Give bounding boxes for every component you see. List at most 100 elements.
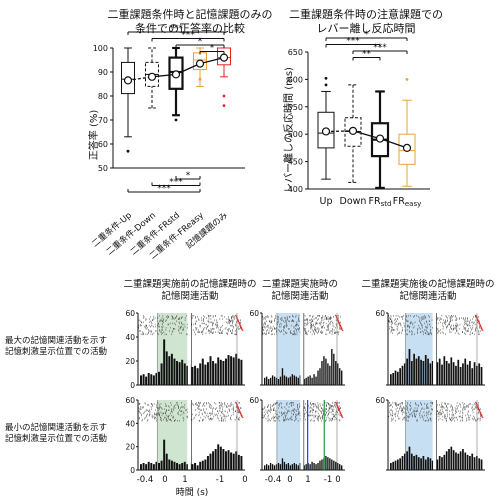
psth-bar [240,456,243,470]
psth-bar [319,460,321,470]
psth-bar [277,379,280,385]
x-tick-label: 0 [335,475,340,485]
psth-bar [155,461,158,470]
epoch-gap [300,313,304,385]
raster-red-tick [336,406,340,409]
raster-red-tick [474,314,478,317]
raster-red-tick [340,415,344,419]
psth-bar [140,375,142,385]
psth-bar [394,460,397,470]
mean-marker [375,134,385,143]
psth-bar [178,464,181,470]
psth-bar [401,365,404,385]
psth-bar [152,464,155,470]
raster-red-tick [334,401,338,404]
y-tick-label: 600 [288,75,303,84]
raster-red-tick [234,314,238,317]
x-tick-label: 1 [305,475,310,485]
psth-bar [183,461,186,470]
raster-red-tick [479,325,483,329]
psth-bar [399,368,402,385]
raster-red-tick [240,327,243,330]
psth-bar [303,379,305,385]
y-tick-label: 400 [288,185,303,194]
psth-bar [287,377,290,385]
sig-label: *** [373,43,387,53]
psth-bar [227,450,230,470]
psth-bar [212,451,215,470]
psth-bar [305,464,307,470]
psth-bar [281,368,284,385]
psth-bar [273,465,276,470]
psth-bar [331,349,333,385]
psth-bar [230,452,233,470]
raster-red-tick [338,411,342,414]
psth-bar [413,353,415,385]
psth-bar [329,458,331,470]
row-label: 最大の記憶関連活動を示す [5,335,107,346]
psth-bar [160,363,163,385]
psth-bar [325,358,327,385]
raster-red-tick [336,319,340,322]
psth-bar [403,363,406,385]
psth-bar [313,374,315,385]
raster-red-tick [241,328,244,332]
category-label: Up [320,196,333,207]
psth-bar [436,362,439,385]
psth-bar [281,458,284,470]
psth-bar [232,453,235,470]
x-tick-label: 0 [287,475,292,485]
psth-bar [431,361,434,385]
mean-trend-line [352,130,381,140]
psth-bar [230,356,233,385]
psth-bar [319,368,321,385]
y-tick-label: 60 [375,309,385,318]
psth-bar [158,463,160,470]
raster-red-tick [241,415,244,419]
psth-bar [473,457,476,470]
psth-bar [396,459,399,470]
psth-cell: 60 [249,396,345,471]
raster-red-tick [474,401,478,404]
psth-cell: 60 [249,309,345,386]
raster-red-tick [338,409,341,412]
y-tick-label: 20 [125,443,135,452]
raster-red-tick [479,412,483,416]
psth-bar [264,377,266,385]
row-label: 記憶刺激呈示位置での活動 [5,346,107,357]
psth-bar [339,368,341,385]
y-tick-label: 450 [288,158,303,167]
psth-bar [285,376,288,385]
psth-cell: 60 [375,396,485,471]
psth-bar [325,456,327,470]
psth-bar [424,355,427,385]
raster-red-tick [236,406,240,409]
psth-bar [293,375,295,385]
epoch-gap [187,313,191,385]
psth-bar [293,463,295,470]
outlier-point [126,149,130,153]
epoch-gap [433,400,437,470]
psth-bar [429,363,432,385]
mean-trend-line [175,63,201,75]
raster-red-tick [340,327,343,330]
psth-bar [267,465,270,470]
psth-bar [448,363,450,385]
psth-bar [392,373,395,385]
raster-red-tick [234,401,238,404]
raster-red-tick [480,415,484,419]
raster-red-tick [478,322,481,325]
x-tick-label: 0 [162,475,167,485]
psth-bar [450,357,453,385]
psth-bar [315,464,317,470]
psth-bar [323,356,325,385]
psth-bar [277,463,280,470]
x-tick-label: 1 [182,475,187,485]
psth-bar [287,463,290,470]
psth-bar [165,351,168,385]
outlier-point [222,94,226,98]
psth-bar [427,457,429,470]
psth-bar [140,464,142,470]
psth-bar [297,377,299,385]
psth-bar [194,463,197,470]
